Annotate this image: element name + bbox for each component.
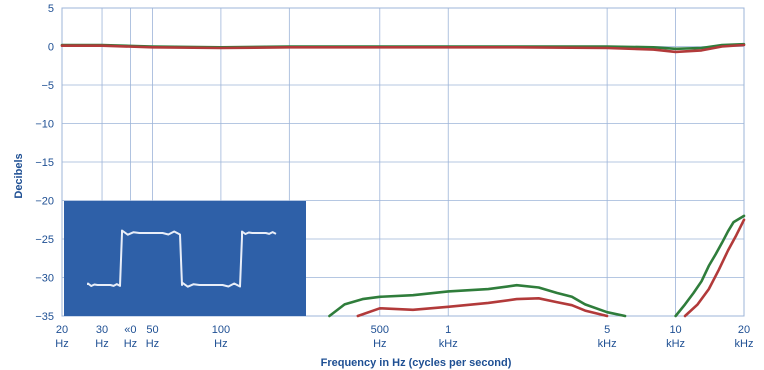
y-tick-label: −15 <box>35 157 54 169</box>
x-tick-unit: Hz <box>95 338 108 350</box>
y-tick-label: −5 <box>41 80 54 92</box>
y-tick-label: −30 <box>35 273 54 285</box>
inset-panel <box>64 201 306 316</box>
response-curve-6 <box>683 218 746 318</box>
oscilloscope-inset <box>64 201 306 316</box>
response-curve-5 <box>674 214 746 318</box>
x-tick-label: 100 <box>212 324 230 336</box>
y-axis-title: Decibels <box>13 153 25 198</box>
x-axis-title: Frequency in Hz (cycles per second) <box>321 357 512 369</box>
x-tick-label: 20 <box>738 324 750 336</box>
x-tick-unit: kHz <box>439 338 458 350</box>
response-curve-2 <box>60 43 746 54</box>
x-tick-unit: kHz <box>666 338 685 350</box>
x-tick-label: 5 <box>604 324 610 336</box>
grid-layer <box>61 7 745 317</box>
x-tick-unit: Hz <box>373 338 386 350</box>
y-tick-label: −25 <box>35 234 54 246</box>
series-layer <box>60 42 746 318</box>
square-wave-trace <box>87 229 277 288</box>
y-tick-label: −35 <box>35 311 54 323</box>
x-tick-unit: Hz <box>146 338 159 350</box>
y-tick-labels: 5 0 −5 −10 −15 −20 −25 −30 −35 <box>35 3 54 323</box>
y-tick-label: 5 <box>48 3 54 15</box>
y-tick-label: −10 <box>35 119 54 131</box>
response-curve-3 <box>328 283 627 318</box>
x-tick-label: «0 <box>124 324 136 336</box>
x-tick-unit: Hz <box>124 338 137 350</box>
x-tick-label: 500 <box>371 324 389 336</box>
x-tick-unit: Hz <box>214 338 227 350</box>
y-tick-label: −20 <box>35 196 54 208</box>
x-tick-unit: kHz <box>598 338 617 350</box>
x-tick-label: 50 <box>146 324 158 336</box>
y-tick-label: 0 <box>48 42 54 54</box>
x-tick-label: 30 <box>96 324 108 336</box>
x-tick-label: 10 <box>669 324 681 336</box>
x-tick-label: 20 <box>56 324 68 336</box>
x-tick-unit: kHz <box>735 338 754 350</box>
x-tick-unit: Hz <box>55 338 68 350</box>
response-curve-4 <box>356 296 609 318</box>
x-tick-labels: 20 Hz 30 Hz «0 Hz 50 Hz 100 Hz 500 Hz 1 kHz 5 kHz 10 kHz 2… <box>55 324 753 350</box>
x-tick-label: 1 <box>445 324 451 336</box>
